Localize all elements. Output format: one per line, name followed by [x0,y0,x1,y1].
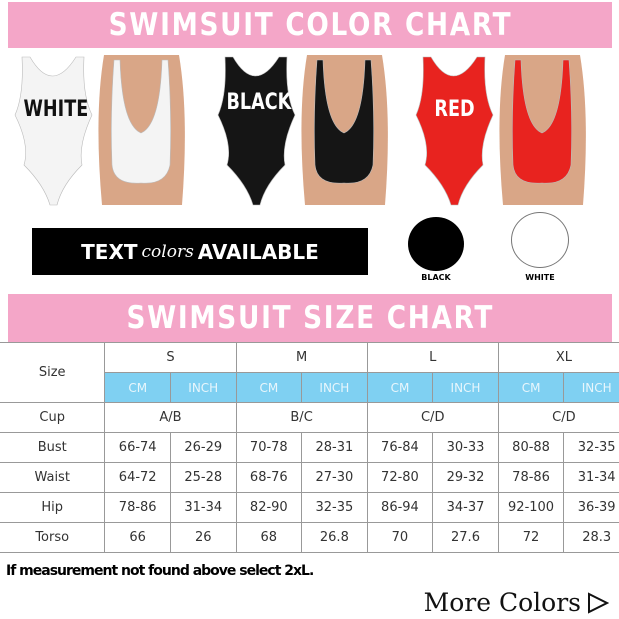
more-colors-label: More Colors [423,588,581,617]
cell-value: 30-33 [432,432,499,463]
cell-value: 32-35 [563,432,619,463]
text-colors-banner: TEXT colors AVAILABLE [32,228,368,275]
cell-value: 28-31 [301,432,368,463]
suit-label: WHITE [23,97,89,122]
swimsuit-back-model [98,55,185,205]
white-swatch [511,212,569,268]
cell-value: 70-78 [235,432,303,463]
cell-value: 72-80 [366,462,434,493]
table-row: Bust 66-74 26-29 70-78 28-31 76-84 30-33 80-88 3… [0,432,619,463]
unit-inch: INCH [301,372,368,403]
cell-value: 26 [169,522,237,553]
unit-cm: CM [366,372,434,403]
cell-value: 78-86 [497,462,565,493]
size-header: Size [0,342,106,403]
cell-value: 92-100 [497,492,565,523]
color-chart-banner: SWIMSUIT COLOR CHART [8,2,612,48]
row-label: Waist [0,462,106,493]
size-note: If measurement not found above select 2x… [6,563,314,579]
size-xl: XL [497,342,619,373]
swimsuit-front [217,56,296,206]
unit-cm: CM [104,372,171,403]
cell-value: 68 [235,522,303,553]
cell-value: 76-84 [366,432,434,463]
row-label: Bust [0,432,106,463]
swimsuit-front [14,56,93,206]
size-s: S [104,342,237,373]
cell-value: 66 [104,522,171,553]
unit-inch: INCH [563,372,619,403]
cell-value: 27.6 [432,522,499,553]
size-chart-banner: SWIMSUIT SIZE CHART [8,294,612,342]
cell-value: 31-34 [563,462,619,493]
table-row: Waist 64-72 25-28 68-76 27-30 72-80 29-32 78-86… [0,462,619,493]
suit-label: RED [434,97,475,122]
cup-value: B/C [235,402,368,433]
text-suffix: AVAILABLE [197,239,319,264]
cell-value: 25-28 [169,462,237,493]
cell-value: 68-76 [235,462,303,493]
suit-label: BLACK [226,90,292,115]
cell-value: 66-74 [104,432,171,463]
cup-value: A/B [104,402,237,433]
cell-value: 31-34 [169,492,237,523]
cell-value: 32-35 [301,492,368,523]
cell-value: 27-30 [301,462,368,493]
black-swatch [408,217,464,271]
cell-value: 78-86 [104,492,171,523]
row-label: Torso [0,522,106,553]
cell-value: 86-94 [366,492,434,523]
play-triangle-icon [588,591,609,614]
cell-value: 64-72 [104,462,171,493]
cell-value: 70 [366,522,434,553]
row-label: Hip [0,492,106,523]
more-colors-link[interactable]: More Colors [424,588,609,617]
cell-value: 28.3 [563,522,619,553]
cell-value: 80-88 [497,432,565,463]
unit-cm: CM [497,372,565,403]
unit-inch: INCH [432,372,499,403]
table-row: Hip 78-86 31-34 82-90 32-35 86-94 34-37 92-100 3… [0,492,619,523]
cell-value: 26-29 [169,432,237,463]
cup-label: Cup [0,402,106,433]
swimsuit-front [415,56,494,206]
size-table: Size S M L XL CM INCH CM INCH CM INCH CM INCH C… [0,342,619,553]
white-swatch-label: WHITE [525,273,555,282]
text-prefix: TEXT [81,239,138,264]
cell-value: 82-90 [235,492,303,523]
table-row: Torso 66 26 68 26.8 70 27.6 72 28.3 [0,522,619,553]
cell-value: 26.8 [301,522,368,553]
size-chart-title: SWIMSUIT SIZE CHART [126,300,494,336]
cup-value: C/D [497,402,619,433]
cell-value: 29-32 [432,462,499,493]
size-l: L [366,342,499,373]
unit-cm: CM [235,372,303,403]
cup-value: C/D [366,402,499,433]
size-m: M [235,342,368,373]
text-script: colors [141,241,194,262]
swimsuit-back-model [301,55,388,205]
cell-value: 34-37 [432,492,499,523]
unit-inch: INCH [169,372,237,403]
cell-value: 36-39 [563,492,619,523]
color-chart-title: SWIMSUIT COLOR CHART [108,7,512,43]
cell-value: 72 [497,522,565,553]
black-swatch-label: BLACK [421,273,451,282]
swimsuit-back-model [499,55,586,205]
